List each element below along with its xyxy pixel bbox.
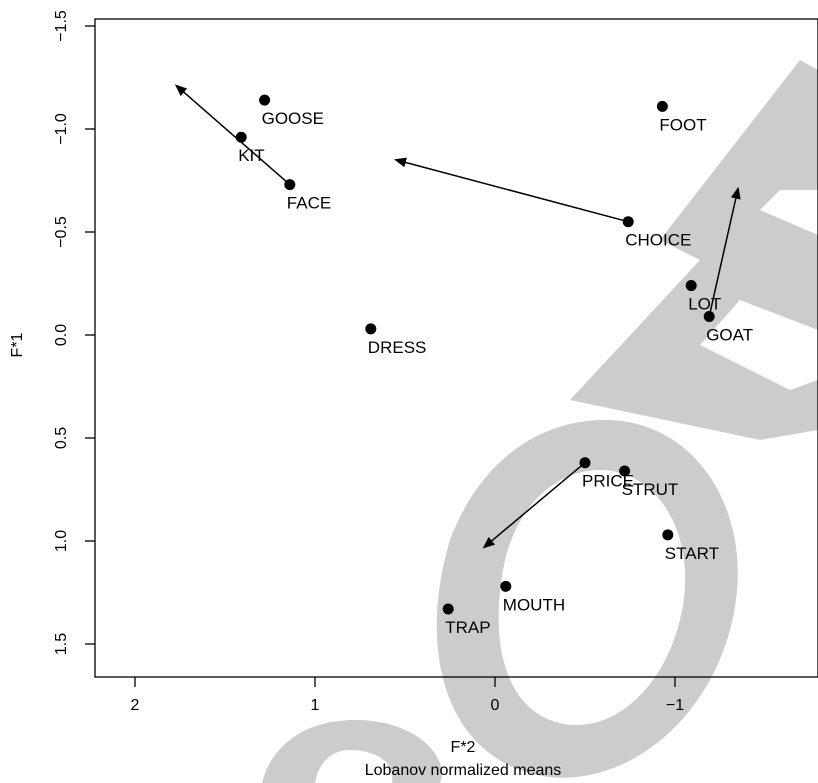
y-tick-label: 1.5: [53, 633, 70, 655]
point-strut: [619, 465, 631, 477]
x-axis-label: F*2: [451, 739, 476, 756]
point-face: [284, 179, 296, 191]
x-tick-label: −1: [666, 697, 684, 714]
point-label-start: START: [665, 544, 719, 563]
y-tick-label: 1.0: [53, 530, 70, 552]
point-start: [662, 529, 674, 541]
point-price: [579, 457, 591, 469]
arrow-goat: [708, 186, 741, 317]
point-dress: [365, 323, 377, 335]
x-axis: 2 1 0 −1: [131, 677, 684, 714]
point-label-lot: LOT: [688, 295, 721, 314]
point-foot: [656, 100, 668, 112]
point-label-kit: KIT: [238, 146, 264, 165]
point-goat: [703, 310, 715, 322]
point-label-foot: FOOT: [659, 115, 706, 134]
y-axis-label: F*1: [9, 332, 26, 357]
point-label-mouth: MOUTH: [503, 595, 565, 614]
point-label-goat: GOAT: [706, 325, 753, 344]
point-goose: [259, 94, 271, 106]
point-mouth: [500, 580, 512, 592]
point-lot: [685, 280, 697, 292]
arrows-group: [174, 84, 741, 549]
x-tick-label: 1: [311, 697, 320, 714]
y-tick-label: 0.0: [53, 324, 70, 346]
watermark-o-bottom: [262, 720, 442, 783]
y-tick-label: −1.5: [53, 10, 70, 42]
plot-frame: [94, 18, 818, 678]
x-tick-label: 0: [491, 697, 500, 714]
point-trap: [442, 603, 454, 615]
y-tick-label: 0.5: [53, 427, 70, 449]
point-label-price: PRICE: [582, 472, 634, 491]
watermark: [262, 60, 818, 783]
arrow-choice: [394, 157, 629, 223]
arrow-price: [482, 462, 586, 549]
arrow-face: [174, 84, 291, 186]
x-tick-label: 2: [131, 697, 140, 714]
point-kit: [235, 131, 247, 143]
y-tick-label: −0.5: [53, 216, 70, 248]
point-label-dress: DRESS: [368, 338, 427, 357]
point-choice: [622, 216, 634, 228]
point-label-face: FACE: [287, 194, 331, 213]
point-label-trap: TRAP: [445, 618, 490, 637]
y-axis: −1.5 −1.0 −0.5 0.0 0.5 1.0 1.5: [53, 10, 95, 655]
y-tick-label: −1.0: [53, 113, 70, 145]
point-label-goose: GOOSE: [262, 109, 324, 128]
watermark-f-shape: [570, 60, 818, 440]
points-group: GOOSEKITFACEFOOTCHOICELOTGOATDRESSPRICES…: [235, 94, 753, 637]
chart-caption: Lobanov normalized means: [365, 762, 562, 779]
watermark-o-shape: [436, 420, 738, 778]
point-label-strut: STRUT: [622, 480, 679, 499]
point-label-choice: CHOICE: [625, 231, 691, 250]
